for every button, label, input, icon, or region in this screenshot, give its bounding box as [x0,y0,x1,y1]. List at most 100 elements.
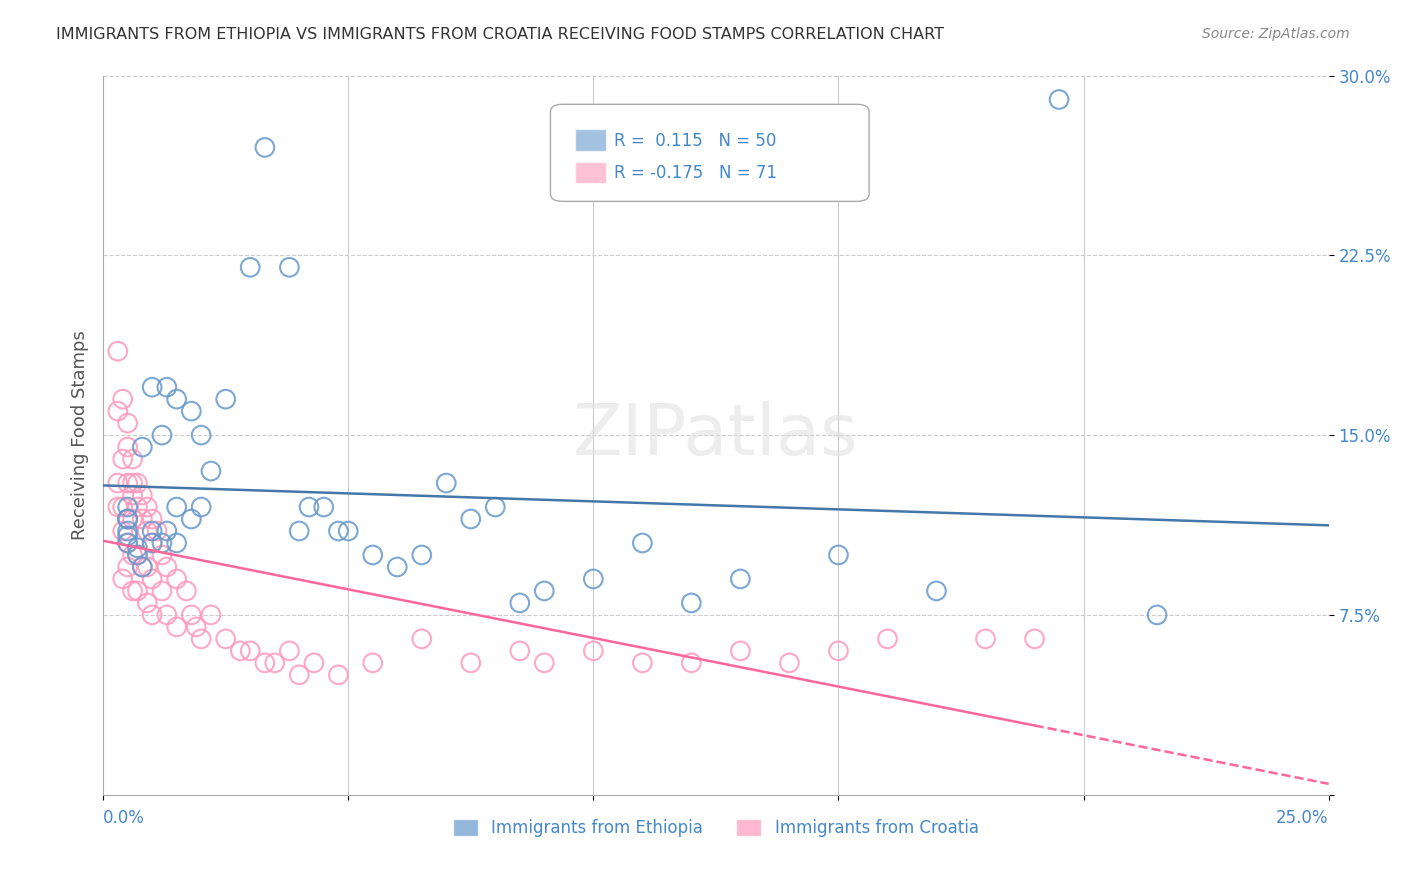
Point [253,656,276,670]
Point [131,560,153,574]
Point [117,560,139,574]
Point [117,476,139,491]
Point [1024,632,1046,646]
Point [117,536,139,550]
Point [460,656,482,670]
Point [107,500,129,514]
Point [827,548,849,562]
Point [730,644,752,658]
Point [1146,607,1168,622]
Point [121,548,143,562]
Point [141,524,163,538]
Text: ZIPatlas: ZIPatlas [574,401,859,469]
Point [278,260,301,275]
Point [166,620,188,634]
Point [141,512,163,526]
Point [156,607,179,622]
Point [166,536,188,550]
Point [136,560,159,574]
Point [117,512,139,526]
Point [127,583,149,598]
Point [127,476,149,491]
Point [166,572,188,586]
Point [312,500,335,514]
Point [876,632,898,646]
Point [263,656,285,670]
Point [253,140,276,154]
Point [107,344,129,359]
Point [229,644,252,658]
Point [150,428,173,442]
Point [111,500,134,514]
Point [136,596,159,610]
Text: IMMIGRANTS FROM ETHIOPIA VS IMMIGRANTS FROM CROATIA RECEIVING FOOD STAMPS CORREL: IMMIGRANTS FROM ETHIOPIA VS IMMIGRANTS F… [56,27,945,42]
Point [278,644,301,658]
Point [150,536,173,550]
Text: Source: ZipAtlas.com: Source: ZipAtlas.com [1202,27,1350,41]
Point [141,607,163,622]
Point [288,668,311,682]
Point [730,572,752,586]
Point [190,632,212,646]
Point [631,656,654,670]
Point [778,656,800,670]
Point [631,536,654,550]
Point [298,500,321,514]
FancyBboxPatch shape [550,104,869,202]
Point [131,440,153,454]
Point [509,644,531,658]
Point [166,392,188,406]
Point [121,488,143,502]
Point [117,512,139,526]
Point [582,572,605,586]
Point [411,548,433,562]
Point [176,583,198,598]
Point [533,583,555,598]
Point [156,524,179,538]
Point [141,536,163,550]
Text: 0.0%: 0.0% [103,809,145,827]
Point [111,572,134,586]
Point [215,392,238,406]
Point [288,524,311,538]
Point [121,512,143,526]
Point [582,644,605,658]
Point [361,548,384,562]
Point [681,596,703,610]
Point [156,380,179,394]
Point [411,632,433,646]
Point [121,452,143,467]
Point [141,536,163,550]
Point [180,512,202,526]
Legend: Immigrants from Ethiopia, Immigrants from Croatia: Immigrants from Ethiopia, Immigrants fro… [446,813,986,844]
Text: R =  0.115   N = 50: R = 0.115 N = 50 [614,132,776,150]
Point [1047,93,1070,107]
Point [484,500,506,514]
Point [337,524,360,538]
Point [136,524,159,538]
Point [302,656,325,670]
Text: 25.0%: 25.0% [1277,809,1329,827]
Point [117,416,139,430]
Point [146,524,169,538]
Point [111,452,134,467]
Point [117,500,139,514]
Point [111,524,134,538]
Point [200,464,222,478]
Point [681,656,703,670]
Point [200,607,222,622]
Point [141,572,163,586]
Point [131,512,153,526]
Point [180,404,202,418]
Point [974,632,997,646]
Y-axis label: Receiving Food Stamps: Receiving Food Stamps [72,330,89,540]
Point [117,524,139,538]
Point [127,500,149,514]
Point [387,560,409,574]
Point [533,656,555,670]
Text: R = -0.175   N = 71: R = -0.175 N = 71 [614,164,778,182]
Point [150,583,173,598]
Point [190,500,212,514]
Point [127,548,149,562]
Point [239,644,262,658]
